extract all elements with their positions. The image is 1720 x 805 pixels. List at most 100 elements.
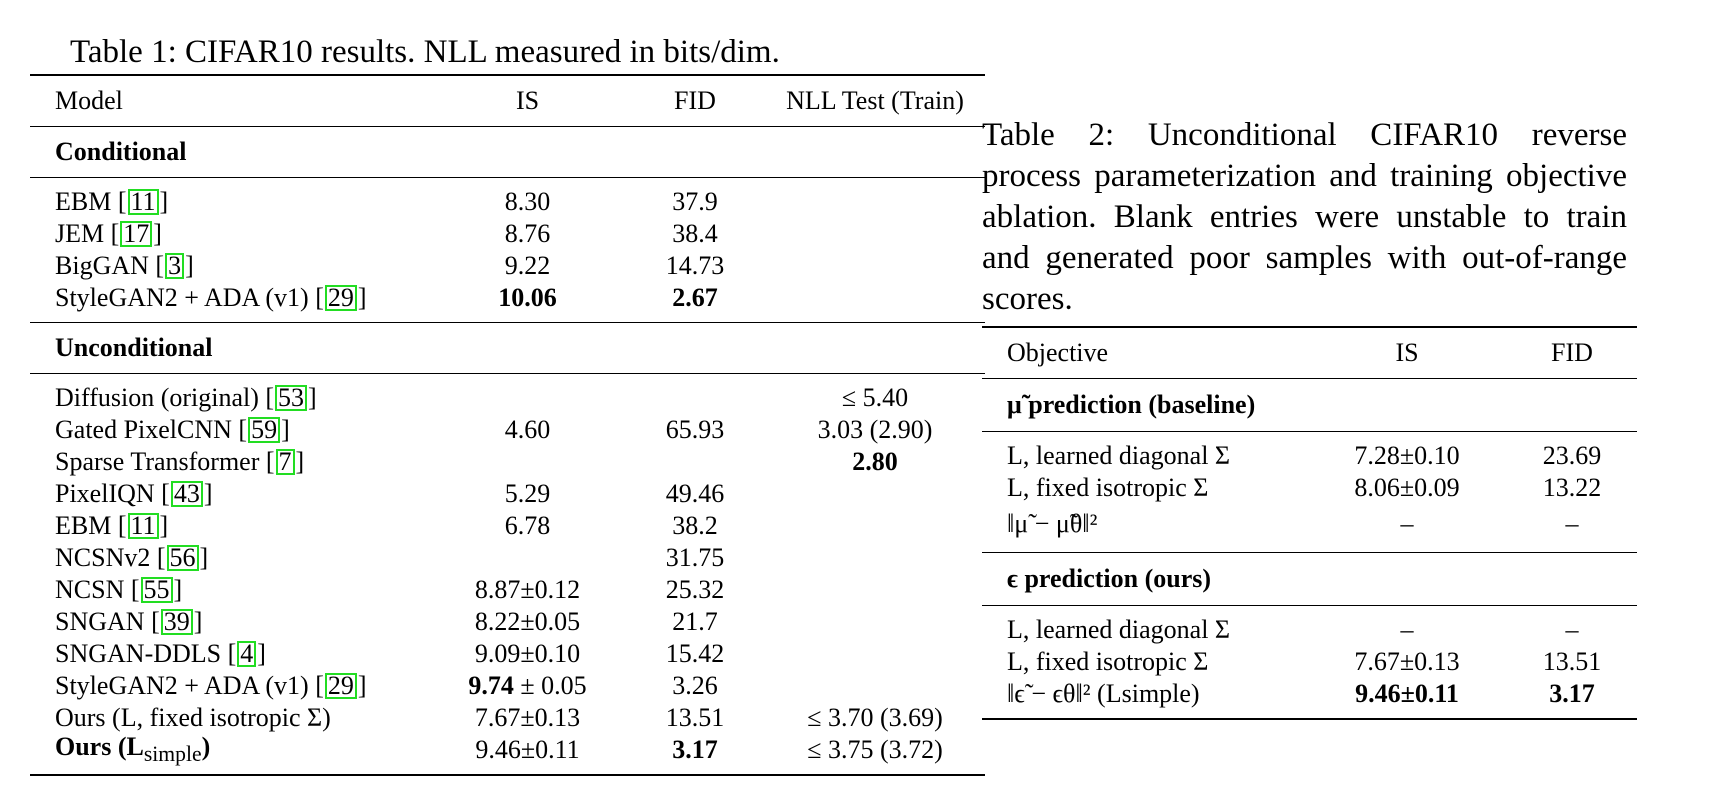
objective-cell: L, learned diagonal Σ [1007,615,1231,644]
is-cell: 8.30 [430,187,625,217]
citation-link: 39 [160,609,193,635]
top-rule [982,326,1637,328]
fid-cell: 31.75 [665,543,725,572]
is-cell: 5.29 [430,479,625,509]
header-is: IS [1395,338,1419,367]
fid-cell: 21.7 [672,607,718,636]
model-cell: BigGAN [3] [30,251,430,281]
table-row: EBM [11] 6.78 38.2 [30,510,985,542]
spacer [982,710,1637,718]
section-header: ϵ prediction (ours) [982,553,1637,605]
citation-link: 29 [324,285,357,311]
citation-link: 7 [275,449,295,475]
nll-cell: ≤ 3.75 (3.72) [807,735,943,764]
table-2-body: μ̃ prediction (baseline) L, learned diago… [982,379,1637,720]
section-rule [982,605,1637,606]
model-cell: JEM [17] [30,219,430,249]
table-row: SNGAN-DDLS [4] 9.09±0.10 15.42 [30,638,985,670]
top-rule [30,74,985,76]
nll-cell: ≤ 3.70 (3.69) [807,703,943,732]
is-cell: 8.22±0.05 [430,607,625,637]
section-rule [30,373,985,374]
fid-cell: 25.32 [665,575,725,604]
model-name: SNGAN-DDLS [ [55,639,237,668]
citation-link: 55 [140,577,173,603]
citation-link: 53 [275,385,308,411]
model-name: StyleGAN2 + ADA (v1) [ [55,283,324,312]
citation-link: 43 [170,481,203,507]
nll-cell: ≤ 5.40 [841,383,909,412]
section-title: Unconditional [55,333,213,362]
table-row: NCSN [55] 8.87±0.12 25.32 [30,574,985,606]
is-cell: 8.87±0.12 [430,575,625,605]
is-value: 7.67±0.13 [474,703,581,732]
is-cell: 6.78 [430,511,625,541]
is-value: 9.22 [504,251,551,280]
citation-link: 3 [165,253,185,279]
model-name: BigGAN [ [55,251,165,280]
section-rule [982,431,1637,432]
model-cell: NCSN [55] [30,575,430,605]
table-1: Table 1: CIFAR10 results. NLL measured i… [30,30,985,776]
model-name: PixelIQN [ [55,479,170,508]
section-title: Conditional [55,137,187,166]
table-row: NCSNv2 [56] 31.75 [30,542,985,574]
model-cell: EBM [11] [30,511,430,541]
section-header: Unconditional [30,323,985,373]
model-cell: SNGAN [39] [30,607,430,637]
fid-cell: 13.51 [665,703,725,732]
citation-link: 56 [166,545,199,571]
table-row: BigGAN [3] 9.22 14.73 [30,250,985,282]
model-name: SNGAN [ [55,607,160,636]
objective-cell: L, learned diagonal Σ [1007,441,1231,470]
is-cell: 9.09±0.10 [430,639,625,669]
table-row: ‖ϵ̃ − ϵθ‖² (Lsimple) 9.46±0.11 3.17 [982,678,1637,710]
is-cell: 7.28±0.10 [1354,441,1460,470]
table-row: StyleGAN2 + ADA (v1) [29] 10.06 2.67 [30,282,985,314]
model-name: NCSNv2 [ [55,543,166,572]
spacer [30,178,985,186]
spacer [982,432,1637,440]
is-value: 8.76 [504,219,551,248]
citation-link: 59 [248,417,281,443]
table-row: EBM [11] 8.30 37.9 [30,186,985,218]
citation-close: ] [308,383,317,412]
table-row: Gated PixelCNN [59] 4.60 65.93 3.03 (2.90) [30,414,985,446]
model-cell: Sparse Transformer [7] [30,447,430,477]
table-row: L, learned diagonal Σ – – [982,614,1637,646]
model-name: EBM [ [55,187,127,216]
model-name: EBM [ [55,511,127,540]
citation-close: ] [295,447,305,476]
citation-close: ] [153,219,162,248]
spacer [30,374,985,382]
objective-cell: L, fixed isotropic Σ [1007,647,1209,676]
is-cell: 9.46±0.11 [430,735,625,765]
citation-close: ] [185,251,194,280]
is-cell: 9.46±0.11 [1355,679,1459,708]
model-cell: Gated PixelCNN [59] [30,415,430,445]
is-cell: 10.06 [430,283,625,313]
is-value: 6.78 [504,511,551,540]
citation-close: ] [203,479,213,508]
objective-cell: L, fixed isotropic Σ [1007,473,1209,502]
fid-cell: 38.4 [672,219,718,248]
citation-close: ] [173,575,183,604]
table-row: ‖μ̃ − μ̃θ‖² – – [982,504,1637,544]
is-cell: 4.60 [430,415,625,445]
is-value: 8.30 [504,187,551,216]
is-value: 9.46±0.11 [475,735,580,764]
fid-cell: 23.69 [1542,441,1602,470]
table-1-header-row: Model IS FID NLL Test (Train) [30,76,985,126]
table-row: L, learned diagonal Σ 7.28±0.10 23.69 [982,440,1637,472]
header-objective: Objective [1007,338,1109,367]
citation-close: ] [159,187,169,216]
is-cell: – [1400,615,1414,644]
fid-cell: – [1565,615,1579,644]
is-value: 5.29 [504,479,551,508]
citation-link: 4 [237,641,257,667]
is-bold: 9.74 [468,671,514,700]
section-end-rule [30,774,985,776]
header-is: IS [515,86,540,115]
model-cell: StyleGAN2 + ADA (v1) [29] [30,283,430,313]
citation-close: ] [159,511,169,540]
